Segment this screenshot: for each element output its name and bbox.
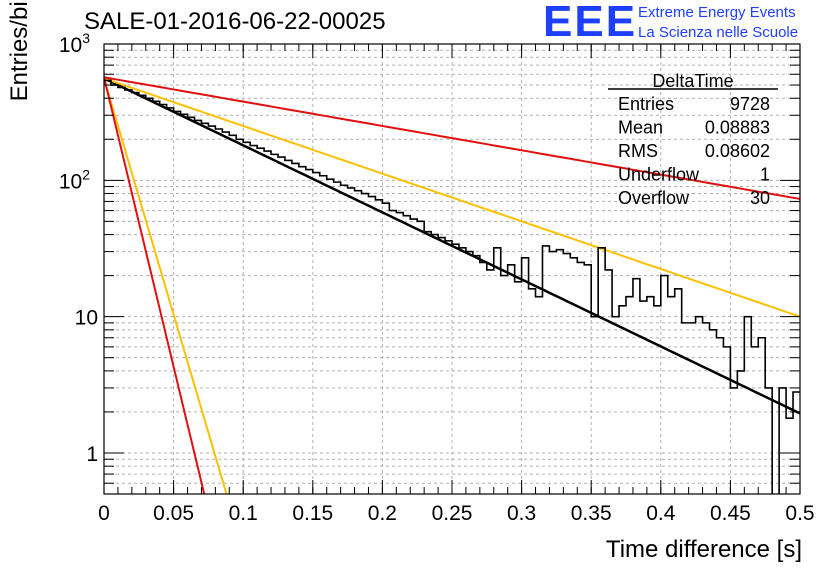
fit-curve bbox=[104, 76, 800, 200]
x-tick-label: 0.1 bbox=[229, 502, 258, 525]
stats-label: RMS bbox=[618, 141, 658, 161]
y-tick-label: 102 bbox=[59, 166, 90, 193]
fit-curve bbox=[104, 77, 800, 415]
histogram-step bbox=[104, 79, 800, 494]
x-tick-label: 0.5 bbox=[785, 502, 814, 525]
stats-label: Entries bbox=[618, 94, 674, 114]
x-tick-label: 0.35 bbox=[571, 502, 612, 525]
x-tick-label: 0.3 bbox=[507, 502, 536, 525]
x-tick-label: 0.2 bbox=[368, 502, 397, 525]
x-tick-label: 0.4 bbox=[646, 502, 676, 525]
fit-curves bbox=[104, 76, 800, 494]
x-tick-label: 0.15 bbox=[292, 502, 333, 525]
stats-label: Overflow bbox=[618, 188, 690, 208]
y-tick-label: 10 bbox=[75, 307, 98, 330]
y-axis-label: Entries/bin bbox=[6, 0, 33, 102]
grid bbox=[103, 44, 801, 495]
axes-frame bbox=[103, 43, 801, 495]
stats-value: 9728 bbox=[730, 94, 770, 114]
x-tick-label: 0.45 bbox=[710, 502, 751, 525]
fit-curve bbox=[104, 77, 800, 318]
histogram bbox=[104, 79, 800, 494]
chart-title: SALE-01-2016-06-22-00025 bbox=[84, 8, 386, 35]
stats-value: 0.08883 bbox=[705, 118, 770, 138]
stats-value: 0.08602 bbox=[705, 141, 770, 161]
tick-labels: 0 0.05 0.1 0.15 0.2 0.25 0.3 0.35 0.4 0.45 0.5 1 10 1… bbox=[59, 30, 815, 525]
y-tick-label: 1 bbox=[86, 443, 98, 466]
logo-line-2: La Scienza nelle Scuole bbox=[638, 24, 799, 41]
stats-label: Underflow bbox=[618, 165, 700, 185]
eee-logo: EEE bbox=[543, 0, 638, 46]
stats-value: 30 bbox=[750, 188, 770, 208]
stats-box: DeltaTime Entries 9728 Mean 0.08883 RMS 0.0860… bbox=[608, 71, 778, 208]
x-tick-label: 0 bbox=[98, 502, 110, 525]
x-tick-label: 0.05 bbox=[153, 502, 194, 525]
fit-curve bbox=[104, 78, 228, 494]
fit-curve bbox=[104, 77, 206, 494]
stats-label: Mean bbox=[618, 118, 663, 138]
y-tick-label: 103 bbox=[59, 30, 90, 57]
stats-value: 1 bbox=[760, 165, 770, 185]
logo-line-1: Extreme Energy Events bbox=[638, 4, 796, 21]
stats-title: DeltaTime bbox=[652, 71, 733, 91]
x-tick-label: 0.25 bbox=[432, 502, 473, 525]
x-axis-label: Time difference [s] bbox=[605, 536, 802, 563]
